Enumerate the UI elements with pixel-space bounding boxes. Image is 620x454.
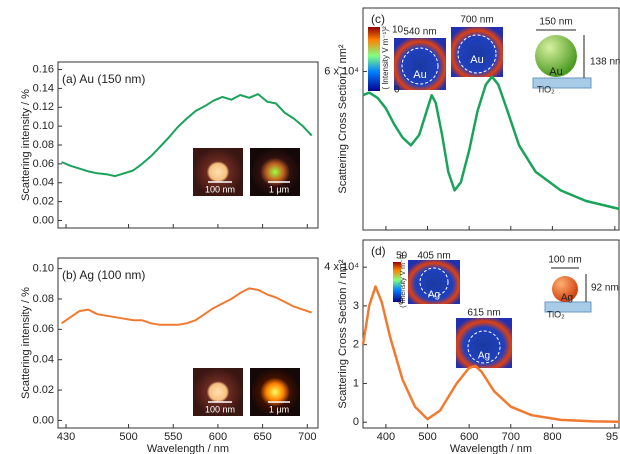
substrate [544, 301, 592, 313]
y-axis-label: Scattering intensity / % [20, 89, 32, 201]
panel-title: (a) Au (150 nm) [62, 72, 145, 86]
plot-frame [57, 61, 319, 229]
x-tick-label: 600 [460, 431, 478, 443]
annotation: 10 [392, 25, 404, 36]
field-map [408, 260, 460, 304]
y-tick-label: 0.06 [33, 158, 54, 170]
y-tick-label: 6 x 10⁴ [324, 65, 359, 77]
y-tick-label: 3 [353, 300, 359, 312]
colorbar [368, 27, 380, 91]
field-map [456, 318, 512, 368]
annotation: TiO₂ [537, 84, 555, 94]
y-tick-label: 0.04 [33, 177, 54, 189]
panel-title: (c) [371, 12, 385, 26]
y-tick-label: 4 x 10⁴ [324, 261, 359, 273]
colorbar [393, 262, 401, 302]
x-tick-label: 700 [502, 431, 520, 443]
annotation: 615 nm [467, 308, 500, 319]
particle [552, 276, 578, 302]
y-tick-label: 0.00 [33, 214, 54, 226]
annotation: 540 nm [403, 27, 436, 38]
y-tick-label: 0.06 [33, 323, 54, 335]
particle-outline [419, 267, 449, 297]
y-tick-label: 0.12 [33, 101, 54, 113]
x-tick-label: 600 [209, 431, 227, 443]
field-map [394, 38, 446, 90]
annotation: 0 [398, 297, 404, 308]
annotation: Au [470, 54, 483, 66]
x-tick-label: 400 [377, 431, 395, 443]
particle-outline [401, 47, 439, 85]
y-axis-label: Scattering Cross Section / nm² [337, 44, 349, 194]
y-tick-label: 0.08 [33, 139, 54, 151]
data-line [61, 287, 313, 326]
data-line [61, 93, 313, 178]
annotation: 150 nm [539, 17, 572, 28]
y-tick-label: 0.16 [33, 63, 54, 75]
x-tick-label: 500 [119, 431, 137, 443]
df-image [250, 148, 300, 196]
y-tick-label: 1 [353, 377, 359, 389]
y-tick-label: 0.00 [33, 414, 54, 426]
particle-outline [457, 34, 497, 74]
sem-image [193, 148, 243, 196]
substrate [532, 77, 592, 89]
annotation: TiO₂ [547, 309, 565, 319]
annotation: 100 nm [205, 184, 235, 194]
data-line [362, 75, 620, 211]
annotation: ( Intensity V m⁻¹)² [381, 26, 390, 90]
annotation: 405 nm [417, 251, 450, 262]
particle [535, 35, 577, 77]
plot-frame [57, 257, 319, 429]
y-axis-label: Scattering intensity / % [20, 287, 32, 399]
x-tick-label: 650 [253, 431, 271, 443]
y-axis-label: Scattering Cross Section / nm² [337, 259, 349, 409]
y-tick-label: 0.10 [33, 263, 54, 275]
annotation: 138 nm [590, 57, 620, 68]
x-axis-label: Wavelength / nm [147, 443, 229, 454]
panel-title: (d) [371, 244, 386, 258]
y-tick-label: 0.02 [33, 384, 54, 396]
annotation: 50 [396, 251, 408, 262]
x-tick-label: 500 [418, 431, 436, 443]
annotation: 100 nm [205, 404, 235, 414]
x-tick-label: 550 [164, 431, 182, 443]
y-tick-label: 2 [353, 339, 359, 351]
x-axis-label: Wavelength / nm [450, 443, 532, 454]
plot-frame [362, 7, 620, 231]
sem-image [193, 368, 243, 416]
annotation: Ag [561, 293, 573, 304]
particle-outline [467, 330, 501, 364]
x-tick-label: 95 [606, 431, 618, 443]
field-map [451, 27, 503, 77]
x-tick-label: 700 [298, 431, 316, 443]
annotation: ( Intensity V m⁻¹)² [400, 252, 407, 308]
panel-title: (b) Ag (100 nm) [62, 268, 145, 282]
annotation: 700 nm [460, 15, 493, 26]
y-tick-label: 0.04 [33, 354, 54, 366]
y-tick-label: 0.02 [33, 195, 54, 207]
y-tick-label: 0.08 [33, 293, 54, 305]
annotation: Au [413, 69, 426, 81]
plot-frame [362, 239, 620, 429]
y-tick-label: 0 [353, 416, 359, 428]
annotation: Au [549, 66, 562, 78]
x-tick-label: 800 [543, 431, 561, 443]
annotation: Ag [478, 351, 490, 362]
annotation: 0 [394, 85, 400, 96]
annotation: 1 μm [269, 184, 289, 194]
y-tick-label: 0.14 [33, 82, 54, 94]
annotation: Ag [428, 290, 440, 301]
x-tick-label: 430 [57, 431, 75, 443]
annotation: 1 μm [269, 404, 289, 414]
df-image [250, 368, 300, 416]
annotation: 100 nm [548, 255, 581, 266]
annotation: 92 nm [591, 283, 619, 294]
data-line [361, 285, 620, 424]
y-tick-label: 0.10 [33, 120, 54, 132]
